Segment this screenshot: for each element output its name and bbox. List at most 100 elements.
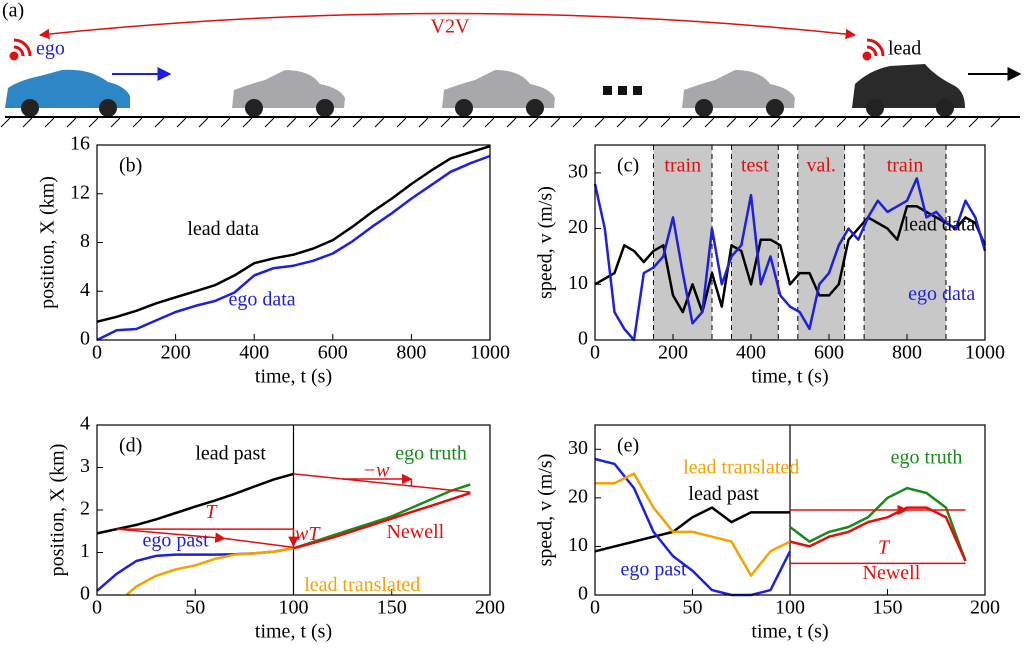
- region: [864, 145, 946, 340]
- x-tick-label: 1000: [470, 342, 510, 364]
- y-axis-label: speed, v (m/s): [535, 454, 557, 567]
- series-label: ego data: [228, 289, 295, 311]
- annotation: T: [205, 501, 218, 523]
- series-line: [96, 145, 491, 323]
- series-line: [96, 547, 294, 592]
- y-tick-label: 0: [578, 328, 588, 350]
- y-tick-label: 30: [568, 437, 588, 459]
- y-tick-label: 20: [568, 216, 588, 238]
- series-line: [293, 483, 471, 550]
- series-line: [96, 154, 491, 342]
- series-line: [789, 486, 967, 562]
- x-tick-label: 50: [185, 597, 205, 619]
- x-tick-label: 600: [814, 342, 844, 364]
- x-tick-label: 150: [377, 597, 407, 619]
- x-tick-label: 0: [590, 597, 600, 619]
- y-tick-label: 8: [80, 230, 90, 252]
- y-axis-label: position, X (km): [47, 444, 69, 577]
- series-label: lead translated: [304, 574, 420, 596]
- ego-label: ego: [36, 38, 65, 60]
- y-tick-label: 30: [568, 160, 588, 182]
- x-tick-label: 200: [161, 342, 191, 364]
- arrow: [224, 537, 294, 549]
- y-tick-label: 0: [80, 583, 90, 605]
- series-label: Newell: [863, 562, 921, 584]
- series-line: [96, 472, 294, 535]
- chart: 0 50 100 150 200 0 1 2 3 4 time, t (s) position, X …: [47, 413, 505, 643]
- y-tick-label: 2: [80, 498, 90, 520]
- x-tick-label: 50: [683, 597, 703, 619]
- arrow: [293, 473, 471, 493]
- x-axis-label: time, t (s): [751, 366, 828, 388]
- y-tick-label: 3: [80, 455, 90, 477]
- panel-label: (c): [617, 155, 639, 177]
- series-line: [594, 506, 790, 553]
- series-label: ego data: [908, 283, 975, 305]
- annotation: −w: [363, 459, 390, 481]
- x-tick-label: 800: [892, 342, 922, 364]
- annotation: T: [878, 536, 891, 558]
- lead-label: lead: [888, 38, 921, 60]
- panel-label: (d): [119, 435, 142, 457]
- y-tick-label: 4: [80, 413, 90, 435]
- signal-icon: [862, 38, 885, 61]
- panel-label: (a): [2, 0, 24, 22]
- y-tick-label: 16: [70, 133, 90, 155]
- plot-frame: [594, 144, 986, 341]
- series-label: Newell: [386, 521, 444, 543]
- y-tick-label: 1: [80, 540, 90, 562]
- series-line: [125, 547, 294, 596]
- x-tick-label: 200: [658, 342, 688, 364]
- x-tick-label: 800: [396, 342, 426, 364]
- plot-frame: [96, 144, 491, 341]
- series-label: lead data: [904, 213, 976, 235]
- x-tick-label: 100: [775, 597, 805, 619]
- region: [731, 145, 779, 340]
- x-tick-label: 1000: [965, 342, 1005, 364]
- cars: [5, 64, 965, 117]
- y-tick-label: 10: [568, 534, 588, 556]
- y-tick-label: 0: [80, 328, 90, 350]
- region-label: train: [664, 155, 701, 177]
- annotation: wT: [295, 523, 321, 545]
- x-tick-label: 600: [318, 342, 348, 364]
- y-tick-label: 10: [568, 272, 588, 294]
- x-axis-label: time, t (s): [255, 366, 332, 388]
- signal-icon: [9, 38, 32, 61]
- y-tick-label: 12: [70, 181, 90, 203]
- y-axis-label: position, X (km): [37, 176, 59, 309]
- x-tick-label: 0: [92, 597, 102, 619]
- x-tick-label: 200: [970, 597, 1000, 619]
- arrow: [116, 528, 226, 543]
- x-axis-label: time, t (s): [255, 621, 332, 643]
- series-label: lead data: [187, 218, 259, 240]
- series-label: lead translated: [683, 456, 799, 478]
- y-tick-label: 0: [578, 583, 588, 605]
- chart: train test val. train 0 200 400 600 800 1000 0 10 20…: [535, 144, 1005, 388]
- series-line: [594, 205, 987, 314]
- region-label: train: [887, 155, 924, 177]
- series-label: ego truth: [395, 442, 467, 464]
- x-tick-label: 150: [873, 597, 903, 619]
- region-label: val.: [806, 155, 835, 177]
- series-line: [293, 491, 471, 550]
- x-tick-label: 100: [279, 597, 309, 619]
- x-axis-label: time, t (s): [751, 621, 828, 643]
- panel-label: (b): [119, 155, 142, 177]
- series-label: lead past: [195, 442, 266, 464]
- v2v-arc: [38, 12, 857, 40]
- series-line: [594, 457, 792, 597]
- x-tick-label: 400: [239, 342, 269, 364]
- region-label: test: [741, 155, 769, 177]
- x-tick-label: 0: [590, 342, 600, 364]
- road-hatch: [0, 117, 1001, 128]
- series-line: [593, 177, 987, 342]
- panel-label: (e): [617, 435, 639, 457]
- series-label: ego past: [620, 558, 687, 580]
- y-tick-label: 4: [80, 279, 90, 301]
- series-label: lead past: [688, 483, 759, 505]
- region: [797, 145, 845, 340]
- chart: 0 50 100 150 200 0 10 20 30 time, t (s) speed, v (…: [535, 424, 1000, 643]
- x-tick-label: 200: [475, 597, 505, 619]
